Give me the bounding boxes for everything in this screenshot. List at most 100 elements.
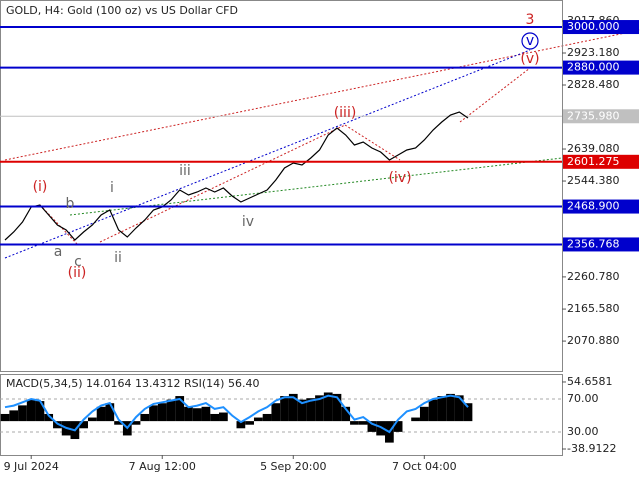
macd-bar (411, 417, 420, 422)
level-label: 3000.000 (567, 20, 620, 33)
level-label: 2356.768 (567, 237, 620, 250)
macd-bar (288, 393, 298, 422)
macd-bar (0, 413, 10, 422)
annotation-circle (521, 32, 539, 50)
macd-bar (175, 396, 185, 422)
wave-label: (iii) (334, 105, 357, 121)
macd-bar (323, 392, 333, 422)
chart-title: GOLD, H4: Gold (100 oz) vs US Dollar CFD (6, 4, 238, 17)
y-tick-label: 2260.780 (567, 270, 620, 283)
wave-label: (ii) (68, 265, 87, 281)
macd-bar (280, 396, 289, 422)
macd-bar (446, 393, 455, 422)
macd-bar (358, 421, 368, 425)
indicator-label: MACD(5,34,5) 14.0164 13.4312 RSI(14) 56.… (6, 377, 259, 390)
macd-bar (245, 421, 254, 425)
macd-bar (131, 421, 141, 425)
current-price-label: 2735.980 (567, 109, 620, 122)
macd-bar (463, 403, 473, 422)
macd-bar (306, 398, 316, 422)
trend-line (69, 157, 563, 216)
macd-bar (419, 406, 429, 422)
level-box (563, 60, 639, 75)
wave-label: (iv) (388, 170, 411, 186)
trend-line (4, 29, 640, 161)
macd-bar (341, 406, 351, 422)
level-box (563, 199, 639, 214)
y-tick-label: 2923.180 (567, 46, 620, 59)
macd-bar (166, 399, 176, 422)
y2-tick-label: 54.6581 (567, 375, 613, 388)
rsi-line (4, 394, 469, 434)
macd-bar (96, 406, 106, 422)
wave-label: ii (114, 250, 122, 266)
wave-label: a (54, 244, 63, 260)
trend-line (99, 124, 346, 243)
current-price-box (563, 109, 639, 124)
y-tick-label: 70.00 (567, 392, 599, 405)
macd-bar (393, 421, 403, 432)
level-label: 2880.000 (567, 61, 620, 74)
macd-bar (140, 413, 150, 422)
level-box (563, 20, 639, 35)
y-tick-label: 2070.880 (567, 334, 620, 347)
macd-bar (157, 403, 167, 422)
price-line (4, 111, 469, 241)
wave-label: iv (242, 214, 254, 230)
x-tick-label: 7 Oct 04:00 (392, 460, 457, 473)
y-tick-label: 2639.080 (567, 142, 620, 155)
macd-bar (253, 417, 263, 422)
main-pane (0, 0, 563, 372)
macd-bar (428, 399, 438, 422)
trend-line (459, 67, 531, 123)
x-tick-label: 5 Sep 20:00 (260, 460, 326, 473)
trend-lines (4, 29, 640, 259)
macd-bar (271, 403, 281, 422)
wave-label: v (526, 33, 534, 49)
macd-bar (376, 421, 386, 436)
wave-label: (i) (33, 179, 48, 195)
macd-bar (9, 410, 19, 422)
macd-bar (87, 417, 97, 422)
macd-bar (192, 408, 202, 422)
macd-bar (236, 421, 246, 429)
macd-bar (79, 421, 88, 429)
macd-bar (297, 399, 307, 422)
macd-bar (114, 421, 123, 425)
wave-label: iii (179, 163, 191, 179)
macd-bar (149, 405, 158, 422)
y-tick-label: 30.00 (567, 425, 599, 438)
indicator-pane (0, 374, 563, 456)
y-tick-label: 2828.480 (567, 78, 620, 91)
macd-bar (332, 393, 342, 422)
level-box (563, 237, 639, 252)
macd-bar (219, 412, 228, 422)
macd-bar (105, 403, 115, 422)
wave-label: c (74, 254, 82, 270)
y-tick-label: 2165.580 (567, 302, 620, 315)
macd-bar (350, 421, 359, 425)
trend-line (344, 124, 401, 161)
macd-bar (454, 395, 464, 422)
macd-bar (315, 395, 324, 422)
level-label: 2468.900 (567, 200, 620, 213)
y2-tick-label: -38.9122 (567, 442, 616, 455)
macd-bar (44, 413, 54, 422)
macd-bar (367, 421, 377, 432)
wave-label: (v) (520, 51, 539, 67)
y-tick-label: 2544.380 (567, 174, 620, 187)
macd-bar (35, 401, 45, 422)
level-label: 2601.275 (567, 155, 620, 168)
macd-bar (437, 396, 447, 422)
macd-bar (210, 413, 220, 422)
wave-label: 3 (526, 12, 535, 28)
macd-bar (262, 413, 272, 422)
macd-bar (201, 406, 211, 422)
x-tick-label: 7 Aug 12:00 (129, 460, 196, 473)
macd-bar (18, 405, 27, 422)
macd-bar (184, 406, 193, 422)
wave-label: b (66, 196, 75, 212)
level-box (563, 154, 639, 169)
macd-bar (26, 399, 36, 422)
